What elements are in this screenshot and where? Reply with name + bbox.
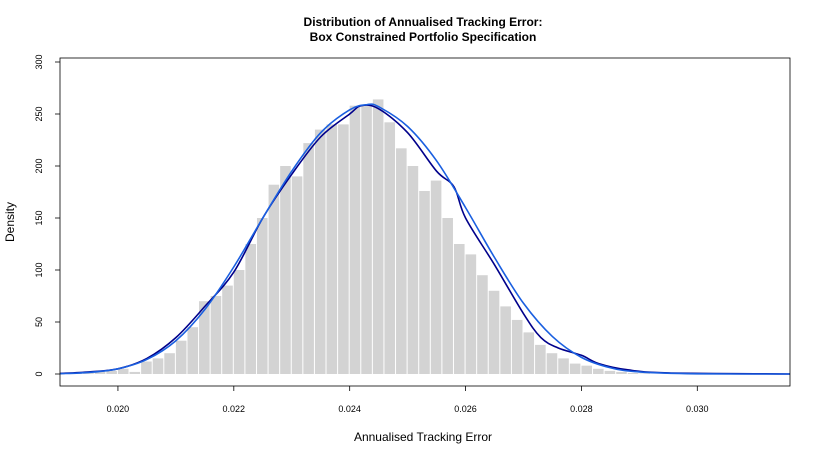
- histogram-bar: [164, 353, 175, 374]
- histogram-bar: [303, 143, 314, 374]
- histogram-bar: [152, 358, 164, 374]
- histogram-bar: [291, 176, 303, 374]
- histogram-bar: [199, 301, 210, 374]
- histogram-bar: [616, 371, 627, 374]
- x-tick-label: 0.020: [107, 404, 130, 414]
- histogram-bar: [210, 296, 222, 374]
- histogram-bar: [361, 105, 372, 375]
- histogram-bar: [349, 105, 361, 375]
- histogram-bar: [268, 184, 280, 374]
- y-tick-label: 50: [34, 317, 44, 327]
- x-tick-label: 0.028: [570, 404, 593, 414]
- histogram-bar: [233, 270, 245, 374]
- y-tick-label: 250: [34, 106, 44, 121]
- histogram-bar: [546, 353, 558, 374]
- histogram-bar: [106, 370, 117, 374]
- histogram-bar: [558, 358, 569, 374]
- x-tick-label: 0.026: [454, 404, 477, 414]
- histogram-bars: [71, 99, 650, 375]
- x-tick-label: 0.030: [686, 404, 709, 414]
- histogram-bar: [187, 327, 199, 374]
- histogram-bar: [627, 372, 639, 374]
- histogram-bar: [280, 166, 291, 374]
- histogram-bar: [129, 371, 141, 374]
- histogram-bar: [256, 218, 268, 374]
- histogram-bar: [523, 332, 535, 374]
- x-axis: 0.020 0.022 0.024 0.026 0.028 0.030: [107, 386, 709, 414]
- chart-title-line1: Distribution of Annualised Tracking Erro…: [304, 15, 543, 29]
- histogram-bar: [430, 180, 442, 374]
- y-axis-label: Density: [3, 202, 17, 242]
- histogram-bar: [581, 365, 593, 374]
- histogram-bar: [372, 99, 384, 374]
- y-tick-label: 100: [34, 262, 44, 277]
- plot-frame: [59, 57, 791, 387]
- histogram-bar: [384, 122, 396, 374]
- x-tick-label: 0.022: [223, 404, 246, 414]
- histogram-bar: [604, 370, 616, 374]
- histogram-bar: [442, 218, 453, 374]
- x-axis-label: Annualised Tracking Error: [354, 430, 492, 444]
- histogram-bar: [535, 344, 546, 374]
- histogram-bar: [593, 368, 604, 374]
- y-tick-label: 150: [34, 210, 44, 225]
- histogram-bar: [419, 190, 430, 374]
- histogram-bar: [175, 340, 187, 374]
- histogram-bar: [407, 166, 419, 374]
- histogram-bar: [326, 124, 338, 375]
- x-tick-label: 0.024: [338, 404, 361, 414]
- density-curves: [59, 103, 791, 375]
- histogram-bar: [94, 371, 106, 374]
- histogram-bar: [511, 319, 523, 374]
- histogram-bar: [222, 285, 233, 374]
- histogram-bar: [245, 244, 256, 374]
- histogram-bar: [477, 275, 488, 374]
- y-tick-label: 300: [34, 54, 44, 69]
- density-curve-1: [59, 104, 791, 375]
- y-axis: 0 50 100 150 200 250 300: [34, 54, 60, 377]
- histogram-bar: [465, 254, 477, 374]
- histogram-bar: [117, 368, 129, 374]
- histogram-bar: [639, 373, 650, 374]
- histogram-bar: [488, 290, 500, 374]
- y-tick-label: 0: [34, 371, 44, 376]
- histogram-bar: [338, 124, 349, 375]
- density-curve-2: [59, 103, 791, 375]
- histogram-bar: [500, 306, 511, 374]
- chart-title-line2: Box Constrained Portfolio Specification: [310, 30, 537, 44]
- y-tick-label: 200: [34, 158, 44, 173]
- histogram-bar: [569, 363, 581, 374]
- histogram-bar: [314, 129, 326, 374]
- histogram-bar: [453, 244, 465, 374]
- histogram-bar: [83, 372, 94, 374]
- histogram-bar: [141, 361, 152, 374]
- histogram-bar: [396, 148, 407, 374]
